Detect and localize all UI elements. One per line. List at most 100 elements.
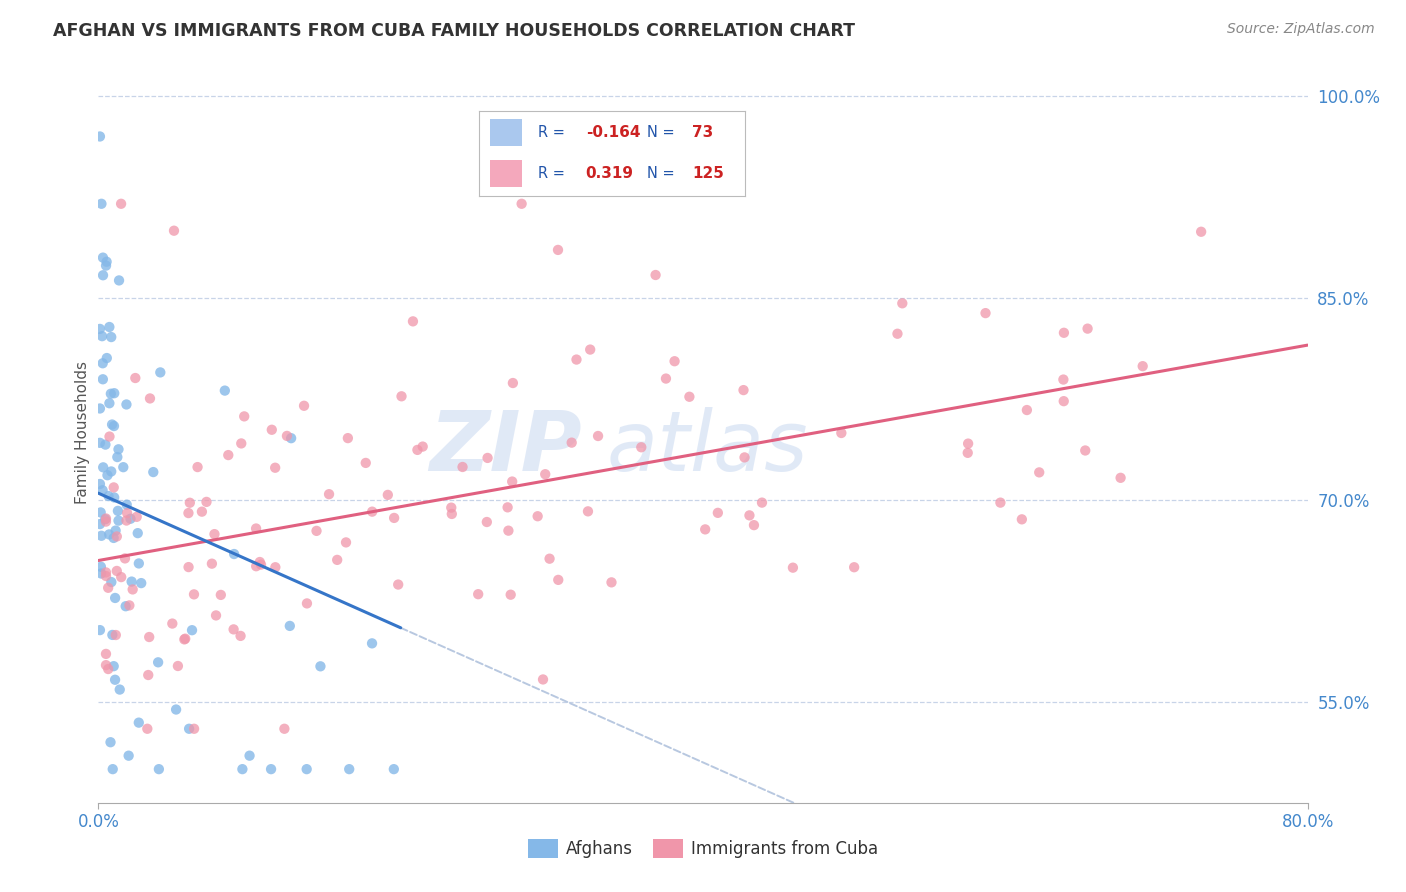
Point: [118, 748, 141, 763]
Point: [276, 429, 298, 443]
Point: [229, 629, 252, 643]
Point: [886, 326, 908, 341]
Point: [440, 507, 463, 521]
Point: [957, 436, 980, 450]
Point: [361, 505, 384, 519]
Point: [103, 659, 125, 673]
Point: [103, 531, 125, 545]
Point: [91, 329, 114, 343]
Point: [260, 762, 283, 776]
Point: [655, 371, 678, 385]
Text: AFGHAN VS IMMIGRANTS FROM CUBA FAMILY HOUSEHOLDS CORRELATION CHART: AFGHAN VS IMMIGRANTS FROM CUBA FAMILY HO…: [53, 22, 855, 40]
Point: [496, 500, 519, 515]
Point: [630, 440, 652, 454]
Point: [98, 429, 121, 443]
Point: [377, 488, 399, 502]
Point: [128, 715, 150, 730]
Point: [561, 435, 583, 450]
Point: [273, 722, 295, 736]
Point: [101, 628, 124, 642]
Point: [89, 517, 111, 532]
Point: [335, 535, 357, 549]
Point: [250, 558, 273, 572]
Point: [956, 446, 979, 460]
Point: [107, 514, 129, 528]
Point: [105, 564, 128, 578]
Point: [278, 619, 301, 633]
Point: [89, 322, 111, 336]
Point: [224, 547, 246, 561]
Point: [104, 628, 127, 642]
Point: [382, 511, 405, 525]
Point: [97, 489, 120, 503]
Point: [738, 508, 761, 523]
Point: [110, 196, 132, 211]
Point: [205, 608, 228, 623]
Point: [295, 762, 318, 776]
Point: [136, 668, 159, 682]
Point: [249, 555, 271, 569]
Point: [586, 429, 609, 443]
Point: [295, 596, 318, 610]
Point: [600, 575, 623, 590]
Point: [121, 582, 143, 597]
Point: [733, 383, 755, 397]
Point: [98, 320, 121, 334]
Point: [91, 356, 114, 370]
Point: [90, 196, 112, 211]
Point: [89, 129, 111, 144]
Point: [1052, 373, 1074, 387]
Point: [337, 762, 360, 776]
Point: [245, 559, 267, 574]
Point: [179, 496, 201, 510]
Point: [91, 268, 114, 283]
Point: [387, 577, 409, 591]
Point: [149, 365, 172, 379]
Point: [181, 623, 204, 637]
Point: [108, 273, 131, 287]
Point: [239, 748, 262, 763]
Point: [1132, 359, 1154, 374]
Point: [165, 702, 187, 716]
Point: [1028, 466, 1050, 480]
Point: [204, 527, 226, 541]
Point: [547, 243, 569, 257]
Point: [118, 599, 141, 613]
Point: [1109, 471, 1132, 485]
Point: [742, 518, 765, 533]
Point: [264, 460, 287, 475]
Point: [1189, 225, 1212, 239]
Point: [129, 576, 152, 591]
Point: [782, 560, 804, 574]
Point: [214, 384, 236, 398]
Point: [477, 450, 499, 465]
Point: [440, 500, 463, 515]
Point: [107, 442, 129, 457]
Point: [167, 659, 190, 673]
Point: [114, 599, 136, 614]
Point: [89, 477, 111, 491]
Point: [96, 351, 118, 365]
Text: Source: ZipAtlas.com: Source: ZipAtlas.com: [1227, 22, 1375, 37]
Point: [115, 397, 138, 411]
Point: [382, 762, 405, 776]
Point: [1053, 394, 1076, 409]
Point: [94, 566, 117, 580]
Point: [292, 399, 315, 413]
Point: [112, 460, 135, 475]
Point: [280, 431, 302, 445]
Point: [115, 514, 138, 528]
Point: [101, 417, 124, 432]
Point: [90, 566, 112, 581]
Point: [108, 682, 131, 697]
Point: [148, 762, 170, 776]
Point: [94, 569, 117, 583]
Point: [100, 386, 122, 401]
Point: [305, 524, 328, 538]
Point: [260, 423, 283, 437]
Point: [565, 352, 588, 367]
Point: [664, 354, 686, 368]
Text: atlas: atlas: [606, 407, 808, 488]
Point: [576, 504, 599, 518]
Point: [707, 506, 730, 520]
